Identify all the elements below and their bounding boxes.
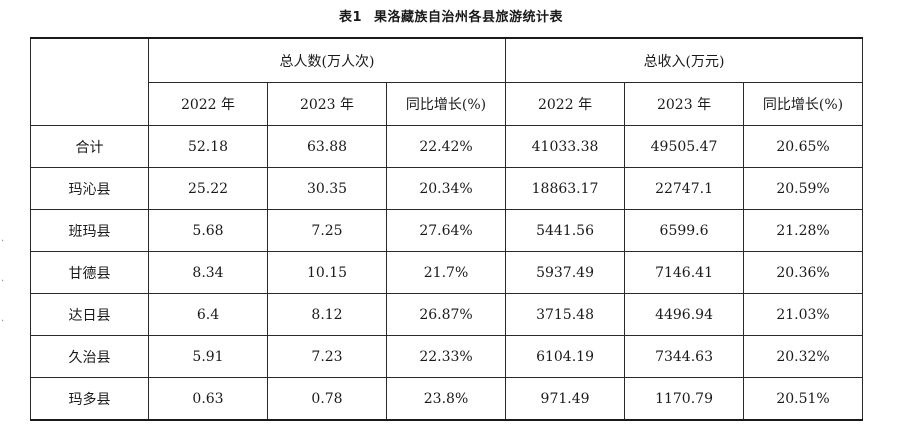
subheader-cell: 2023 年 [267, 82, 387, 126]
table-row: 玛沁县 25.22 30.35 20.34% 18863.17 22747.1 20.59% [30, 167, 864, 210]
table-cell: 20.36% [743, 251, 864, 294]
table-cell: 7.25 [267, 209, 387, 252]
table-cell: 5937.49 [505, 251, 626, 294]
table-cell: 20.34% [385, 167, 507, 210]
row-label: 班玛县 [30, 209, 149, 252]
tourism-statistics-table: 总人数(万人次) 总收入(万元) 2022 年 2023 年 同比增长(%) 2… [30, 37, 864, 421]
header-total-revenue: 总收入(万元) [505, 37, 864, 83]
header-total-visitors: 总人数(万人次) [147, 37, 507, 83]
table-caption: 表1 果洛藏族自治州各县旅游统计表 [0, 6, 902, 25]
table-row: 玛多县 0.63 0.78 23.8% 971.49 1170.79 20.51% [30, 377, 864, 421]
table-number: 表1 [338, 10, 363, 25]
table-cell: 20.65% [743, 125, 864, 168]
table-cell: 18863.17 [505, 167, 626, 210]
table-row: 久治县 5.91 7.23 22.33% 6104.19 7344.63 20.32% [30, 335, 864, 378]
table-cell: 22.33% [385, 335, 507, 378]
table-cell: 971.49 [505, 377, 626, 421]
table-cell: 7.23 [267, 335, 387, 378]
table-cell: 3715.48 [505, 293, 626, 336]
table-cell: 26.87% [385, 293, 507, 336]
table-cell: 5.68 [148, 209, 268, 252]
table-cell: 10.15 [267, 251, 387, 294]
corner-cell [30, 37, 149, 126]
page-edge-marks: · · · [1, 236, 5, 327]
table-cell: 0.78 [267, 377, 387, 421]
table-title: 果洛藏族自治州各县旅游统计表 [374, 10, 564, 25]
row-label: 合计 [30, 125, 149, 168]
table-cell: 41033.38 [505, 125, 626, 168]
table-row: 甘德县 8.34 10.15 21.7% 5937.49 7146.41 20.36% [30, 251, 864, 294]
table-cell: 23.8% [385, 377, 507, 421]
table-cell: 25.22 [148, 167, 268, 210]
table-cell: 5441.56 [505, 209, 626, 252]
table-row: 班玛县 5.68 7.25 27.64% 5441.56 6599.6 21.28% [30, 209, 864, 252]
table-cell: 4496.94 [624, 293, 745, 336]
table-cell: 52.18 [148, 125, 268, 168]
table-cell: 30.35 [267, 167, 387, 210]
table-row: 合计 52.18 63.88 22.42% 41033.38 49505.47 20.65% [30, 125, 864, 168]
table-cell: 20.51% [743, 377, 864, 421]
table-row: 达日县 6.4 8.12 26.87% 3715.48 4496.94 21.03% [30, 293, 864, 336]
table-cell: 8.12 [267, 293, 387, 336]
table-cell: 21.7% [385, 251, 507, 294]
table-cell: 22747.1 [624, 167, 745, 210]
subheader-cell: 2022 年 [148, 82, 268, 126]
table-cell: 6.4 [148, 293, 268, 336]
table-cell: 63.88 [267, 125, 387, 168]
table-cell: 20.32% [743, 335, 864, 378]
table-cell: 5.91 [148, 335, 268, 378]
table-cell: 21.28% [743, 209, 864, 252]
subheader-cell: 同比增长(%) [385, 82, 507, 126]
table-cell: 22.42% [385, 125, 507, 168]
row-label: 玛多县 [30, 377, 149, 421]
subheader-cell: 2023 年 [624, 82, 745, 126]
table-cell: 7146.41 [624, 251, 745, 294]
table-cell: 1170.79 [624, 377, 745, 421]
table-body: 合计 52.18 63.88 22.42% 41033.38 49505.47 20.65%… [30, 125, 864, 421]
table-cell: 27.64% [385, 209, 507, 252]
subheader-cell: 2022 年 [505, 82, 626, 126]
row-label: 达日县 [30, 293, 149, 336]
table-cell: 7344.63 [624, 335, 745, 378]
subheader-cell: 同比增长(%) [743, 82, 864, 126]
table-cell: 8.34 [148, 251, 268, 294]
row-label: 甘德县 [30, 251, 149, 294]
table-cell: 6104.19 [505, 335, 626, 378]
table-cell: 49505.47 [624, 125, 745, 168]
row-label: 久治县 [30, 335, 149, 378]
table-cell: 20.59% [743, 167, 864, 210]
row-label: 玛沁县 [30, 167, 149, 210]
table-cell: 6599.6 [624, 209, 745, 252]
table-cell: 21.03% [743, 293, 864, 336]
table-cell: 0.63 [148, 377, 268, 421]
